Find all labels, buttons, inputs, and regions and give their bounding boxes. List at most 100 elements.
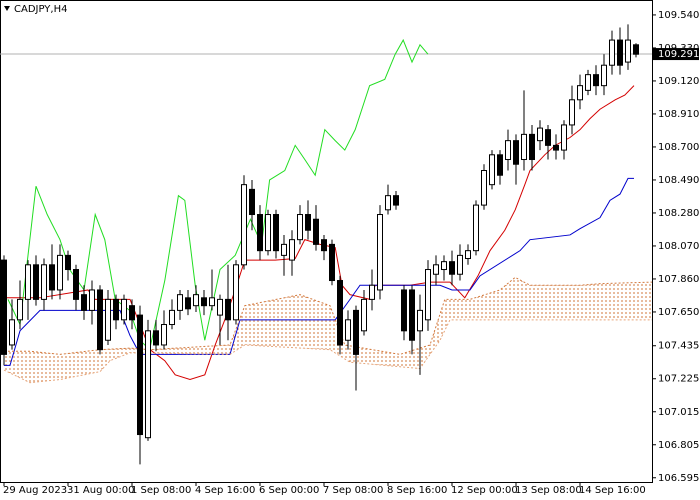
y-tick-label: 108.280 [658,208,699,219]
candle-body [401,289,407,332]
indicator-line [4,177,634,366]
candle-body [441,261,447,271]
candle-body [65,254,71,271]
last-price-label: 109.291 [658,49,699,60]
candle-body [193,294,199,307]
candle-body [585,74,591,91]
candle-body [489,154,495,186]
y-tick-label: 108.700 [658,142,699,153]
indicator-line [4,276,653,355]
candle-body [249,188,255,216]
candle-body [321,239,327,252]
candle-body [201,297,207,307]
candle-body [217,298,223,316]
candle-body [81,294,87,311]
y-tick-label: 109.540 [658,10,699,21]
candle-body [409,289,415,341]
candle-body [313,218,319,245]
candle-body [601,64,607,87]
candle-body [233,264,239,321]
candle-body [577,85,583,101]
candle-body [353,309,359,355]
candle-body [73,269,79,300]
candle-body [625,39,631,63]
y-tick-label: 108.490 [658,175,699,186]
candle-body [337,280,343,346]
candle-body [537,127,543,142]
candle-body [545,129,551,146]
x-tick-label: 1 Sep 08:00 [131,485,191,496]
x-tick-label: 29 Aug 2023 [3,485,67,496]
last-price-box [653,48,699,61]
y-tick-label: 107.015 [658,407,699,418]
y-tick-label: 107.650 [658,307,699,318]
y-tick-label: 108.070 [658,241,699,252]
candle-body [473,204,479,252]
candle-body [361,298,367,332]
candle-body [33,264,39,300]
x-tick-label: 13 Sep 08:00 [515,485,582,496]
candle-body [225,298,231,321]
candle-body [305,214,311,231]
x-tick-label: 8 Sep 16:00 [387,485,447,496]
candle-body [241,184,247,266]
candle-body [465,250,471,260]
candle-body [9,319,15,346]
candle-body [1,259,7,355]
candle-body [497,154,503,176]
candle-body [137,314,143,436]
candle-body [177,294,183,311]
x-tick-label: 12 Sep 00:00 [451,485,518,496]
candle-body [425,269,431,321]
candle-body [25,264,31,300]
candle-body [593,74,599,87]
candle-body [393,195,399,206]
candle-body [185,297,191,310]
candle-body [609,39,615,66]
candle-body [265,214,271,252]
candle-body [57,254,63,291]
candle-body [153,330,159,346]
candle-body [89,289,95,311]
indicator-line [4,85,635,381]
candle-body [513,140,519,165]
y-tick-label: 109.120 [658,76,699,87]
candle-body [297,214,303,241]
candle-body [97,289,103,351]
candle-body [481,170,487,206]
y-tick-label: 107.860 [658,274,699,285]
candle-body [105,298,111,341]
candle-body [385,195,391,211]
candle-body [121,298,127,321]
candle-body [289,239,295,261]
candle-body [369,284,375,300]
candle-body [273,214,279,252]
candle-body [569,99,575,126]
y-tick-label: 106.805 [658,440,699,451]
candle-body [457,254,463,275]
x-tick-label: 6 Sep 00:00 [259,485,319,496]
chart-title: CADJPY,H4 [14,4,67,15]
title-arrow [4,6,10,11]
x-tick-label: 14 Sep 16:00 [579,485,646,496]
candle-body [633,44,639,55]
candle-body [281,243,287,256]
indicator-line [3,319,652,384]
candle-body [529,133,535,161]
x-tick-label: 31 Aug 00:00 [67,485,134,496]
candle-body [617,39,623,66]
x-tick-label: 4 Sep 16:00 [195,485,255,496]
candle-body [521,133,527,161]
candle-body [161,324,167,346]
candle-body [257,214,263,252]
candle-body [41,264,47,300]
candle-body [433,264,439,275]
candle-body [377,214,383,291]
candle-body [345,319,351,341]
candle-body [169,309,175,326]
candle-body [417,309,423,332]
x-tick-label: 7 Sep 08:00 [323,485,383,496]
y-tick-label: 108.910 [658,109,699,120]
candle-body [505,140,511,161]
candle-body [145,330,151,439]
